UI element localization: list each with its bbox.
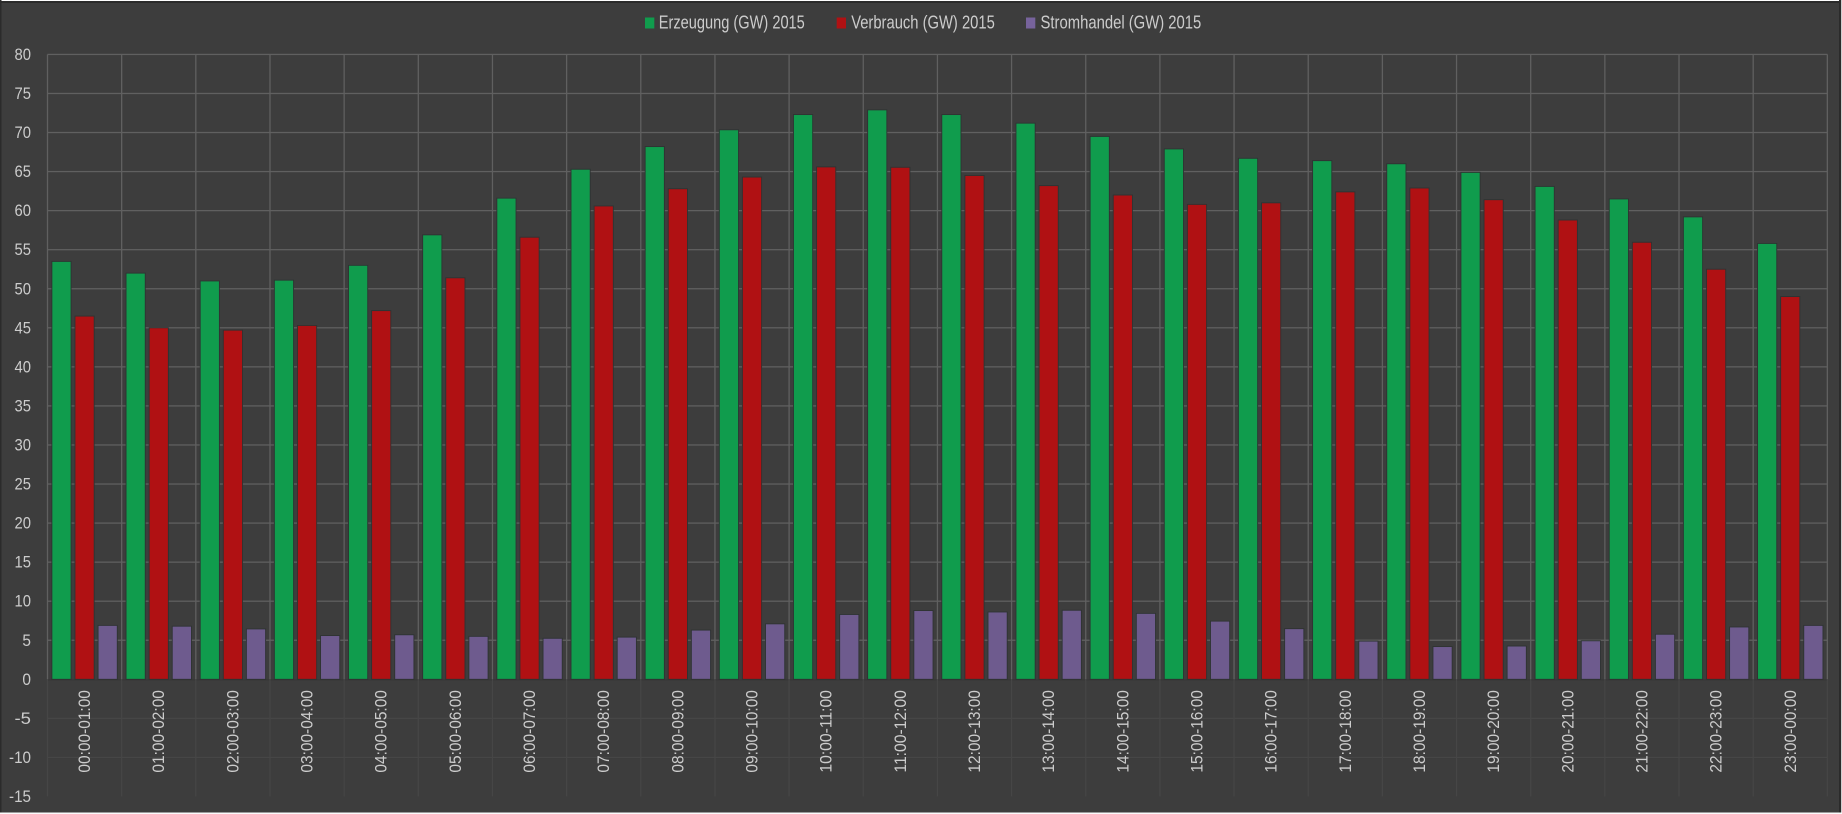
svg-text:40: 40 (15, 357, 32, 376)
svg-text:Verbrauch (GW) 2015: Verbrauch (GW) 2015 (851, 13, 995, 33)
svg-text:-10: -10 (9, 748, 31, 767)
svg-text:12:00-13:00: 12:00-13:00 (965, 690, 984, 773)
svg-text:25: 25 (15, 475, 32, 494)
svg-text:13:00-14:00: 13:00-14:00 (1039, 690, 1058, 773)
svg-text:80: 80 (15, 45, 32, 64)
svg-text:21:00-22:00: 21:00-22:00 (1632, 690, 1651, 773)
svg-text:18:00-19:00: 18:00-19:00 (1410, 690, 1429, 773)
svg-text:01:00-02:00: 01:00-02:00 (149, 690, 168, 773)
svg-text:15: 15 (15, 553, 32, 572)
svg-text:23:00-00:00: 23:00-00:00 (1781, 690, 1800, 773)
svg-text:16:00-17:00: 16:00-17:00 (1262, 690, 1281, 773)
svg-text:09:00-10:00: 09:00-10:00 (743, 690, 762, 773)
svg-text:17:00-18:00: 17:00-18:00 (1336, 690, 1355, 773)
svg-text:15:00-16:00: 15:00-16:00 (1187, 690, 1206, 773)
svg-text:10:00-11:00: 10:00-11:00 (817, 690, 836, 773)
svg-text:00:00-01:00: 00:00-01:00 (75, 690, 94, 773)
svg-text:35: 35 (15, 396, 32, 415)
svg-text:02:00-03:00: 02:00-03:00 (223, 690, 242, 773)
svg-text:Stromhandel (GW) 2015: Stromhandel (GW) 2015 (1041, 13, 1202, 33)
svg-text:55: 55 (15, 240, 32, 259)
svg-text:08:00-09:00: 08:00-09:00 (668, 690, 687, 773)
svg-text:22:00-23:00: 22:00-23:00 (1707, 690, 1726, 773)
svg-text:-15: -15 (9, 787, 31, 806)
svg-text:11:00-12:00: 11:00-12:00 (891, 690, 910, 773)
svg-text:20: 20 (15, 514, 32, 533)
svg-text:70: 70 (15, 123, 32, 142)
svg-text:60: 60 (15, 201, 32, 220)
svg-text:0: 0 (22, 670, 31, 689)
svg-text:04:00-05:00: 04:00-05:00 (372, 690, 391, 773)
svg-text:50: 50 (15, 279, 32, 298)
svg-text:03:00-04:00: 03:00-04:00 (298, 690, 317, 773)
svg-text:5: 5 (22, 631, 31, 650)
svg-text:45: 45 (15, 318, 32, 337)
svg-text:65: 65 (15, 162, 32, 181)
svg-text:20:00-21:00: 20:00-21:00 (1558, 690, 1577, 773)
svg-text:30: 30 (15, 435, 32, 454)
svg-text:19:00-20:00: 19:00-20:00 (1484, 690, 1503, 773)
svg-text:06:00-07:00: 06:00-07:00 (520, 690, 539, 773)
svg-text:05:00-06:00: 05:00-06:00 (446, 690, 465, 773)
svg-text:75: 75 (15, 84, 32, 103)
svg-text:07:00-08:00: 07:00-08:00 (594, 690, 613, 773)
svg-text:10: 10 (15, 592, 32, 611)
svg-text:14:00-15:00: 14:00-15:00 (1113, 690, 1132, 773)
svg-text:-5: -5 (15, 709, 32, 728)
svg-text:Erzeugung (GW) 2015: Erzeugung (GW) 2015 (659, 13, 805, 33)
